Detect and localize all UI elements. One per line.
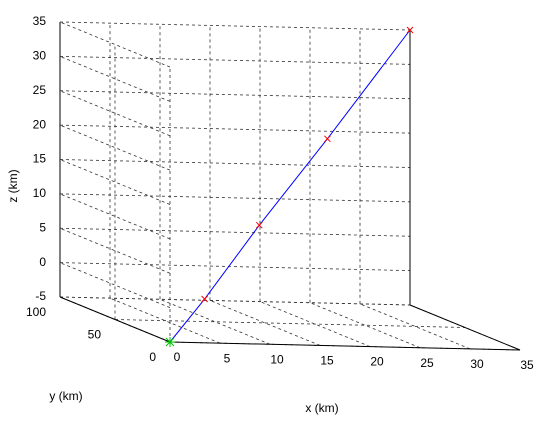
z-tick-label: -5	[35, 289, 46, 303]
grid-line	[59, 55, 411, 65]
grid-line	[59, 296, 411, 306]
z-tick-label: 30	[33, 49, 47, 63]
x-tick-label: 15	[320, 354, 334, 368]
point-marker	[255, 221, 263, 229]
z-tick-label: 5	[39, 220, 46, 234]
marker-stroke	[255, 221, 263, 229]
x-tick-label: 30	[470, 357, 484, 371]
grid-line	[59, 56, 171, 102]
grid-line	[59, 21, 171, 68]
x-axis	[169, 341, 521, 351]
point-marker	[406, 26, 414, 34]
grid-line	[59, 227, 411, 237]
grid-line	[59, 262, 411, 272]
grid-line	[309, 302, 421, 349]
z-tick-label: 35	[33, 14, 47, 28]
z-tick-label: 20	[33, 117, 47, 131]
marker-stroke	[324, 135, 331, 143]
x-tick-label: 10	[270, 352, 284, 366]
grid-line	[159, 298, 271, 345]
z-axis-label: z (km)	[6, 169, 20, 202]
grid-line	[59, 90, 171, 137]
z-tick-label: 0	[39, 255, 46, 269]
x-tick-label: 35	[520, 358, 534, 372]
point-marker	[201, 295, 208, 303]
grid-line	[59, 159, 171, 205]
grid-line	[59, 193, 171, 240]
start-marker	[165, 337, 175, 347]
marker-stroke	[406, 26, 414, 34]
trajectory-line	[169, 29, 411, 343]
y-axis	[59, 296, 171, 343]
grid-line	[59, 159, 411, 168]
grid-line	[109, 297, 221, 344]
grid-line	[59, 124, 171, 171]
grid-line	[59, 262, 171, 308]
y-tick-label: 0	[149, 350, 156, 364]
grid-line	[114, 319, 466, 328]
x-tick-label: 20	[370, 355, 384, 369]
grid-line	[59, 193, 411, 203]
y-tick-label: 50	[88, 328, 102, 342]
box-edge	[409, 304, 521, 351]
x-tick-label: 0	[174, 350, 181, 364]
grid-line	[259, 301, 371, 347]
grid-line	[59, 124, 411, 134]
x-axis-label: x (km)	[305, 401, 338, 415]
grid-line	[359, 303, 471, 350]
x-tick-label: 5	[224, 351, 231, 365]
grid-line	[59, 90, 411, 100]
marker-stroke	[201, 295, 208, 303]
grid-line	[209, 300, 321, 346]
z-tick-label: 25	[33, 83, 47, 97]
x-tick-label: 25	[420, 356, 434, 370]
grid-line	[59, 227, 171, 274]
y-tick-label: 100	[26, 305, 46, 319]
z-tick-label: 10	[33, 186, 47, 200]
grid-line	[59, 21, 411, 31]
point-marker	[324, 135, 331, 143]
y-axis-label: y (km)	[49, 389, 82, 403]
z-tick-label: 15	[33, 152, 47, 166]
